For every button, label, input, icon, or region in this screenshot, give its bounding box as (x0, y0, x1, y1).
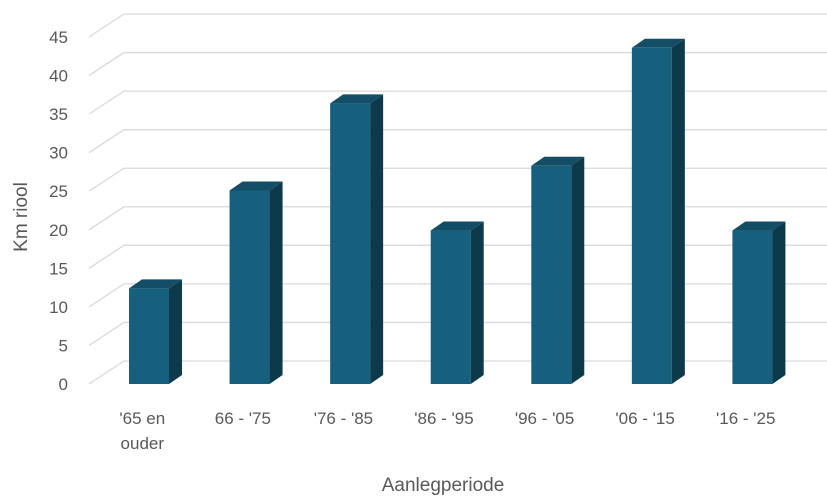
bar (631, 38, 685, 384)
bar-top (430, 221, 484, 231)
y-tick-label: 40 (49, 67, 68, 86)
bar-side (671, 38, 685, 384)
x-tick-label: '06 - '15 (615, 409, 674, 428)
bar-top (631, 38, 685, 48)
bar-front (531, 165, 572, 384)
gridline (88, 90, 827, 115)
bar-top (531, 156, 585, 166)
bars (129, 38, 786, 384)
y-tick-label: 35 (49, 105, 68, 124)
gridline (88, 129, 827, 154)
bar-front (631, 47, 672, 384)
gridline (88, 321, 827, 346)
bar-top (129, 279, 182, 289)
bar (330, 94, 384, 384)
bar-top (330, 94, 384, 104)
bar (732, 221, 786, 384)
gridlines (88, 13, 827, 385)
gridline (88, 206, 827, 231)
bar-side (169, 279, 182, 384)
x-tick-label: 66 - '75 (215, 409, 271, 428)
gridline (88, 51, 827, 77)
gridline (88, 167, 827, 192)
bar-side (470, 221, 484, 384)
bar (531, 156, 585, 384)
bar-top (732, 221, 786, 231)
bar-front (330, 103, 371, 384)
x-tick-label: '96 - '05 (515, 409, 574, 428)
x-tick-label: '76 - '85 (314, 409, 373, 428)
x-tick-label: '16 - '25 (716, 409, 775, 428)
y-tick-label: 30 (49, 144, 68, 163)
y-axis-ticks: 0 5 10 15 20 25 30 35 40 45 (49, 28, 68, 394)
bar-top (229, 181, 283, 191)
y-tick-label: 20 (49, 221, 68, 240)
bar (430, 221, 484, 384)
bar-front (732, 230, 773, 384)
bar-side (571, 156, 585, 384)
bar-front (229, 190, 270, 384)
x-tick-label: '65 en (119, 409, 165, 428)
gridline (88, 283, 827, 308)
bar-front (430, 230, 471, 384)
y-tick-label: 10 (49, 298, 68, 317)
y-tick-label: 45 (49, 28, 68, 47)
bar-side (370, 94, 384, 384)
bar-side (269, 181, 283, 384)
y-tick-label: 5 (59, 336, 68, 355)
gridline (88, 360, 827, 385)
x-tick-label: '86 - '95 (414, 409, 473, 428)
gridline (88, 244, 827, 269)
y-tick-label: 0 (59, 375, 68, 394)
bar-side (772, 221, 786, 384)
y-tick-label: 15 (49, 259, 68, 278)
x-axis-ticks: '65 en ouder 66 - '75 '76 - '85 '86 - '95 '96… (119, 409, 775, 453)
x-axis-title: Aanlegperiode (382, 475, 505, 496)
bar (129, 279, 182, 384)
bar (229, 181, 283, 384)
y-axis-title: Km riool (11, 182, 32, 252)
bar-front (129, 288, 169, 384)
gridline (88, 13, 827, 38)
y-tick-label: 25 (49, 182, 68, 201)
x-tick-label: ouder (121, 434, 165, 453)
